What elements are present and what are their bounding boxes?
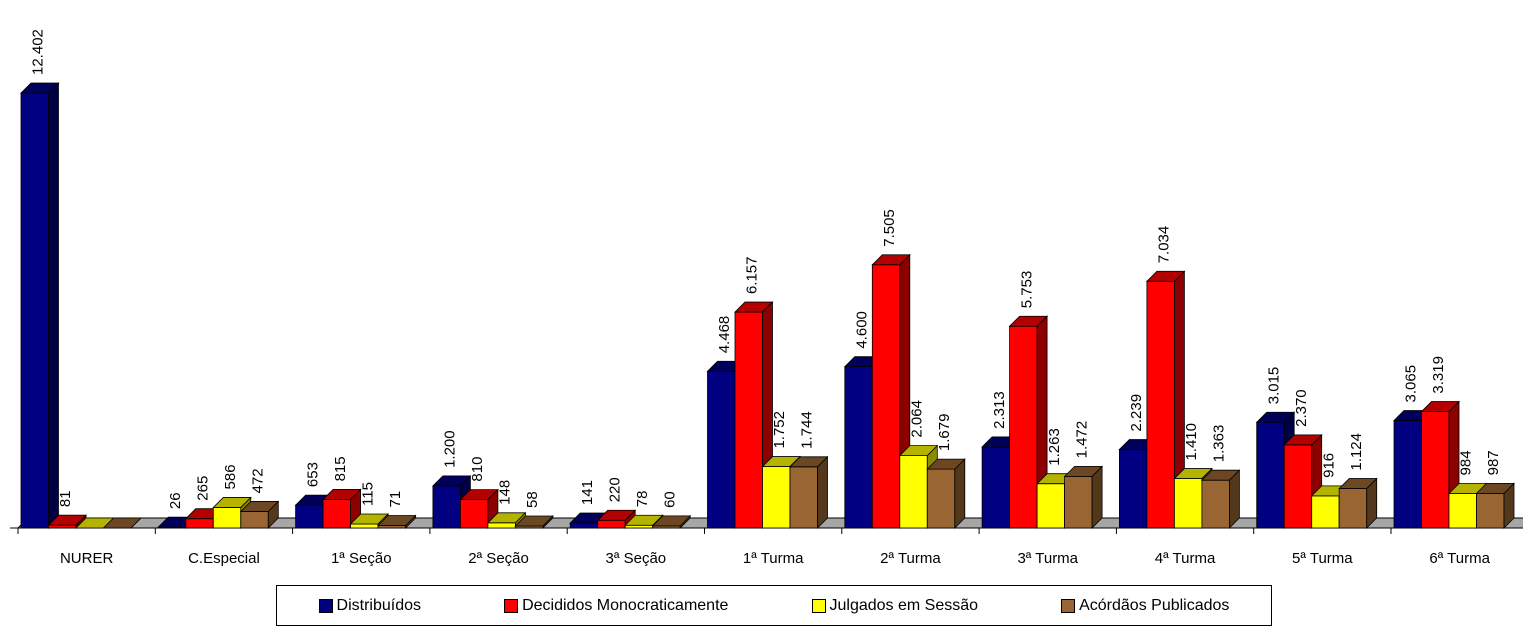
data-label: 2.370	[1293, 389, 1310, 427]
legend-label: Decididos Monocraticamente	[522, 596, 729, 614]
data-label: 4.468	[716, 316, 733, 354]
data-label: 6.157	[744, 256, 761, 294]
data-label: 1.744	[799, 411, 816, 449]
data-label: 1.410	[1183, 423, 1200, 461]
x-tick-label: 6ª Turma	[1429, 550, 1490, 567]
data-label: 1.679	[936, 414, 953, 452]
data-label: 141	[579, 480, 596, 505]
data-label: 265	[195, 476, 212, 501]
legend-label: Distribuídos	[336, 596, 422, 614]
bar	[1338, 477, 1378, 529]
x-tick-label: NURER	[60, 550, 114, 567]
bar	[239, 500, 280, 529]
legend-item: Decididos Monocraticamente	[504, 597, 728, 615]
bar	[1145, 270, 1186, 529]
legend-label: Julgados em Sessão	[829, 596, 979, 614]
bar	[926, 458, 966, 529]
bar	[459, 488, 499, 529]
data-label: 1.200	[442, 430, 459, 468]
bar	[20, 82, 60, 529]
data-label: 4.600	[854, 311, 871, 349]
data-label: 7.505	[881, 209, 898, 247]
data-label: 71	[387, 491, 404, 508]
legend-item: Julgados em Sessão	[811, 596, 979, 615]
data-label: 653	[304, 462, 321, 487]
bar	[514, 514, 554, 529]
data-label: 26	[167, 492, 184, 509]
legend-item: Distribuídos	[318, 596, 422, 615]
data-label: 916	[1320, 453, 1337, 478]
legend-item: Acórdãos Publicados	[1061, 597, 1229, 615]
data-label: 3.065	[1403, 365, 1420, 403]
data-label: 5.753	[1018, 271, 1035, 309]
x-tick-label: 3ª Seção	[606, 550, 667, 567]
data-label: 1.263	[1046, 428, 1063, 466]
data-label: 60	[661, 491, 678, 508]
data-label: 148	[497, 480, 514, 505]
data-label: 472	[250, 468, 267, 493]
bar	[322, 488, 362, 529]
bar	[1200, 469, 1241, 529]
data-label: 810	[469, 457, 486, 482]
data-label: 2.313	[991, 391, 1008, 429]
x-tick-label: 5ª Turma	[1292, 550, 1353, 567]
x-tick-label: 1ª Seção	[331, 550, 392, 567]
x-tick-label: C.Especial	[188, 550, 260, 567]
data-label: 2.064	[909, 400, 926, 438]
data-label: 115	[359, 482, 376, 506]
legend-swatch	[1061, 598, 1076, 613]
data-label: 815	[332, 456, 349, 481]
legend-swatch	[504, 598, 519, 613]
data-label: 1.752	[771, 411, 788, 449]
bar	[1008, 315, 1049, 529]
bar	[651, 514, 692, 529]
x-tick-label: 3ª Turma	[1017, 550, 1078, 567]
bar	[102, 517, 142, 529]
bar	[377, 514, 417, 529]
data-label: 586	[222, 464, 239, 489]
data-label: 987	[1485, 450, 1502, 475]
data-label: 1.472	[1073, 421, 1090, 459]
data-label: 78	[634, 491, 651, 508]
data-label: 3.319	[1430, 356, 1447, 394]
data-label: 7.034	[1156, 226, 1173, 264]
x-tick-label: 2ª Seção	[468, 550, 529, 567]
legend-swatch	[318, 598, 333, 613]
data-label: 12.402	[30, 29, 47, 75]
data-label: 1.363	[1211, 425, 1228, 463]
chart-legend: Distribuídos Decididos Monocraticamente Ju…	[276, 585, 1272, 626]
data-label: 1.124	[1348, 433, 1365, 471]
bar	[1063, 465, 1104, 529]
bar	[1475, 482, 1515, 529]
data-label: 3.015	[1265, 367, 1282, 405]
data-label: 58	[524, 491, 541, 508]
x-tick-label: 2ª Turma	[880, 550, 941, 567]
data-label: 984	[1458, 450, 1475, 475]
data-label: 81	[57, 490, 74, 507]
data-label: 220	[606, 477, 623, 502]
x-tick-label: 4ª Turma	[1155, 550, 1216, 567]
legend-swatch	[811, 598, 826, 613]
data-label: 2.239	[1128, 394, 1145, 432]
x-tick-label: 1ª Turma	[743, 550, 804, 567]
bar	[596, 509, 637, 529]
bar	[789, 455, 829, 529]
legend-label: Acórdãos Publicados	[1079, 596, 1230, 614]
